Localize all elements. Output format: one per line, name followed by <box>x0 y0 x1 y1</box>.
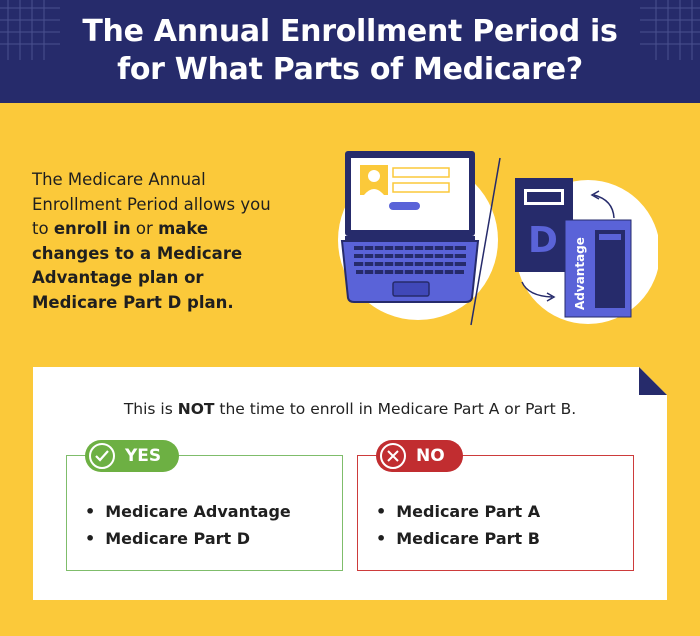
curved-arrow-icon <box>593 194 615 219</box>
no-label: NO <box>416 446 445 466</box>
yes-label: YES <box>125 446 162 466</box>
divider-slash <box>470 157 501 326</box>
no-box: NO Medicare Part A Medicare Part B <box>357 440 634 571</box>
intro-part1: The Medicare Annual Enrollment Period al… <box>32 170 271 238</box>
laptop-icon <box>340 151 480 303</box>
note-prefix: This is <box>123 400 178 418</box>
title-line-1: The Annual Enrollment Period is <box>82 14 618 49</box>
checkmark-icon <box>89 443 115 469</box>
list-item: Medicare Part D <box>85 525 291 552</box>
yes-badge: YES <box>85 440 180 472</box>
laptop-and-plan-cards-illustration: D Advantage <box>338 151 658 326</box>
grid-decoration <box>0 0 60 60</box>
part-d-card-icon: D <box>515 178 573 272</box>
yes-box: YES Medicare Advantage Medicare Part D <box>66 440 343 571</box>
grid-decoration <box>640 0 700 60</box>
card-letter: D <box>528 220 558 261</box>
folded-corner <box>639 367 667 395</box>
intro-part2: or <box>130 219 159 238</box>
header-banner: The Annual Enrollment Period is for What… <box>0 0 700 103</box>
note-bold: NOT <box>177 400 215 418</box>
intro-bold1: enroll in <box>53 219 131 238</box>
x-icon <box>380 443 406 469</box>
curved-arrow-icon <box>521 281 553 298</box>
intro-bold2: make changes to a Medicare Advantage pla… <box>32 219 243 312</box>
list-item: Medicare Part A <box>376 498 540 525</box>
list-item: Medicare Part B <box>376 525 540 552</box>
no-badge: NO <box>376 440 463 472</box>
advantage-card-icon: Advantage <box>564 219 632 318</box>
info-card: This is NOT the time to enroll in Medica… <box>33 367 667 600</box>
no-list: Medicare Part A Medicare Part B <box>376 498 540 552</box>
title-line-2: for What Parts of Medicare? <box>117 52 583 87</box>
note-suffix: the time to enroll in Medicare Part A or… <box>214 400 577 418</box>
list-item: Medicare Advantage <box>85 498 291 525</box>
enrollment-note: This is NOT the time to enroll in Medica… <box>33 400 667 418</box>
card-label: Advantage <box>573 237 587 310</box>
page-title: The Annual Enrollment Period is for What… <box>0 13 700 89</box>
intro-text: The Medicare Annual Enrollment Period al… <box>32 168 272 315</box>
yes-list: Medicare Advantage Medicare Part D <box>85 498 291 552</box>
